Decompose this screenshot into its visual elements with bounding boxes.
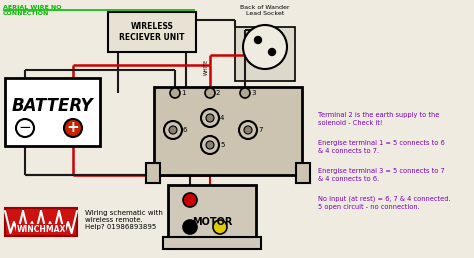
Circle shape: [201, 136, 219, 154]
Circle shape: [170, 88, 180, 98]
Text: Energise terminal 3 = 5 connects to 7
& 4 connects to 6.: Energise terminal 3 = 5 connects to 7 & …: [318, 168, 445, 182]
Circle shape: [268, 49, 275, 55]
Bar: [168, 185, 256, 243]
Text: −: −: [18, 120, 31, 135]
Bar: [235, 27, 295, 81]
Bar: [154, 87, 302, 175]
Text: 5: 5: [220, 142, 224, 148]
Text: BATTERY: BATTERY: [12, 97, 93, 115]
Circle shape: [201, 109, 219, 127]
Circle shape: [239, 121, 257, 139]
Bar: [5, 208, 77, 236]
Circle shape: [244, 126, 252, 134]
Bar: [163, 237, 261, 249]
Circle shape: [64, 119, 82, 137]
Text: Back of Wander
Lead Socket: Back of Wander Lead Socket: [240, 5, 290, 16]
Bar: [146, 163, 160, 183]
Circle shape: [169, 126, 177, 134]
Text: 4: 4: [220, 115, 224, 121]
Text: +: +: [67, 120, 79, 135]
Circle shape: [255, 36, 262, 44]
Text: WIRELESS
RECIEVER UNIT: WIRELESS RECIEVER UNIT: [119, 22, 185, 42]
Text: 6: 6: [183, 127, 188, 133]
Bar: [5, 78, 100, 146]
Circle shape: [16, 119, 34, 137]
Text: WINCHMAX: WINCHMAX: [16, 224, 66, 233]
Bar: [108, 12, 196, 52]
Circle shape: [164, 121, 182, 139]
Circle shape: [183, 220, 197, 234]
Circle shape: [183, 193, 197, 207]
Text: No input (at rest) = 6, 7 & 4 connected.
5 open circuit - no connection.: No input (at rest) = 6, 7 & 4 connected.…: [318, 196, 451, 211]
Text: Energise terminal 1 = 5 connects to 6
& 4 connects to 7.: Energise terminal 1 = 5 connects to 6 & …: [318, 140, 445, 154]
Text: WHITE: WHITE: [203, 59, 209, 75]
Text: 1: 1: [181, 90, 185, 96]
Text: MOTOR: MOTOR: [192, 217, 232, 227]
Text: AERIAL WIRE NO
CONNECTION: AERIAL WIRE NO CONNECTION: [3, 5, 62, 16]
Circle shape: [240, 88, 250, 98]
Text: Terminal 2 is the earth supply to the
solenoid - Check it!: Terminal 2 is the earth supply to the so…: [318, 112, 439, 126]
Bar: [296, 163, 310, 183]
Circle shape: [206, 141, 214, 149]
Circle shape: [205, 88, 215, 98]
Text: Wiring schematic with
wireless remote.
Help? 01986893895: Wiring schematic with wireless remote. H…: [85, 210, 163, 230]
Circle shape: [213, 220, 227, 234]
Text: 7: 7: [258, 127, 263, 133]
Circle shape: [243, 25, 287, 69]
Text: 2: 2: [216, 90, 220, 96]
Circle shape: [206, 114, 214, 122]
Text: 3: 3: [251, 90, 255, 96]
